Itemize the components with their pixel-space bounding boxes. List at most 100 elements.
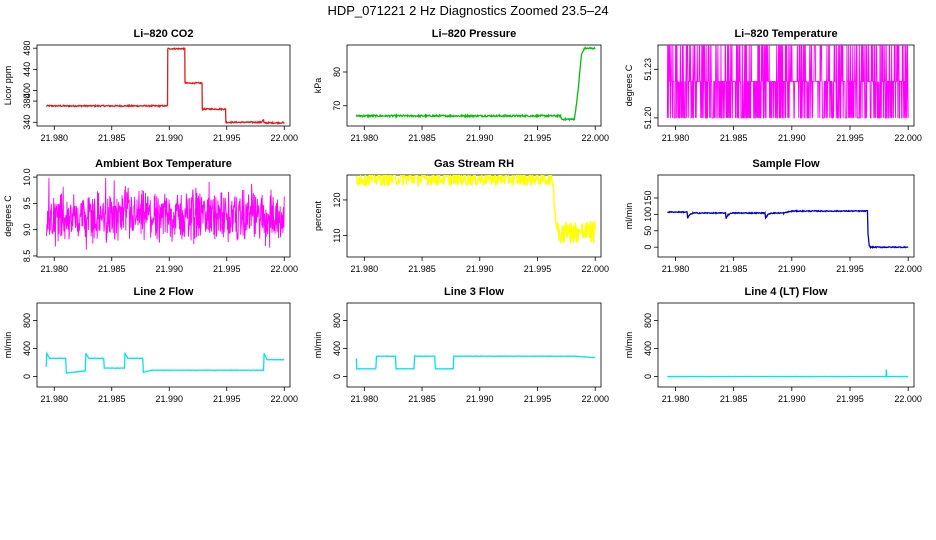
y-axis-label: ml/min (624, 203, 634, 230)
y-tick-label: 400 (22, 83, 32, 98)
x-tick-label: 21.980 (351, 264, 379, 274)
y-tick-label: 9.0 (22, 223, 32, 236)
x-tick-label: 21.985 (98, 133, 126, 143)
x-tick-label: 21.995 (524, 133, 552, 143)
y-axis-label: percent (313, 200, 323, 231)
y-tick-label: 50 (643, 226, 653, 236)
y-tick-label: 0 (22, 374, 32, 379)
chart-panel-line-2-flow: Line 2 Flow 21.980 21.985 21.990 21.995 22.00… (3, 286, 298, 404)
plot-frame (346, 302, 602, 388)
y-tick-label: 9.5 (22, 197, 32, 210)
series-line-li-820-temperature (666, 45, 909, 119)
panel-grid: Li–820 CO2 21.980 21.985 21.990 21.995 22.000… (3, 28, 922, 404)
y-tick-label: 150 (643, 190, 653, 205)
chart-title-li-820-temperature: Li–820 Temperature (734, 28, 837, 40)
series-line-ambient-box-temperature (45, 178, 285, 250)
x-tick-label: 21.995 (524, 394, 552, 404)
x-tick-label: 21.990 (778, 133, 806, 143)
series-line-line-2-flow (45, 351, 285, 374)
y-tick-label: 440 (22, 62, 32, 77)
chart-panel-li-820-temperature: Li–820 Temperature 21.980 21.985 21.990 21.9… (624, 28, 922, 143)
x-tick-label: 21.985 (408, 133, 436, 143)
x-tick-label: 22.000 (894, 133, 922, 143)
y-tick-label: 800 (22, 313, 32, 328)
x-tick-label: 22.000 (270, 394, 298, 404)
y-tick-label: 0 (332, 374, 342, 379)
x-tick-label: 22.000 (270, 264, 298, 274)
x-tick-label: 21.980 (351, 133, 379, 143)
x-tick-label: 21.990 (155, 133, 183, 143)
chart-panel-line-3-flow: Line 3 Flow 21.980 21.985 21.990 21.995 22.00… (313, 286, 609, 404)
chart-title-line-2-flow: Line 2 Flow (134, 286, 194, 298)
x-tick-label: 21.990 (466, 394, 494, 404)
x-tick-label: 21.990 (778, 394, 806, 404)
y-tick-label: 800 (332, 313, 342, 328)
y-tick-label: 0 (643, 374, 653, 379)
plot-frame (657, 302, 915, 388)
x-tick-label: 21.985 (98, 394, 126, 404)
y-tick-label: 51.20 (643, 107, 653, 130)
y-tick-label: 380 (22, 94, 32, 109)
plot-frame (36, 302, 291, 388)
x-tick-label: 21.980 (40, 394, 68, 404)
plot-frame (36, 174, 291, 258)
x-tick-label: 21.990 (466, 133, 494, 143)
x-tick-label: 21.995 (213, 394, 241, 404)
y-axis-label: ml/min (3, 332, 13, 359)
x-tick-label: 21.990 (778, 264, 806, 274)
figure-title: HDP_071221 2 Hz Diagnostics Zoomed 23.5–… (327, 3, 608, 18)
chart-panel-gas-stream-rh: Gas Stream RH 21.980 21.985 21.990 21.995 22.… (313, 158, 609, 274)
y-tick-label: 100 (643, 207, 653, 222)
x-tick-label: 21.990 (466, 264, 494, 274)
y-tick-label: 480 (22, 41, 32, 56)
x-tick-label: 22.000 (581, 133, 609, 143)
plot-frame (346, 174, 602, 258)
chart-title-sample-flow: Sample Flow (752, 158, 820, 170)
y-tick-label: 800 (643, 313, 653, 328)
y-axis-label: degrees C (624, 64, 634, 106)
x-tick-label: 21.980 (662, 394, 690, 404)
x-tick-label: 21.980 (40, 133, 68, 143)
y-tick-label: 80 (332, 67, 342, 77)
plot-frame (346, 44, 602, 127)
x-tick-label: 22.000 (894, 394, 922, 404)
series-line-line-4-lt-flow (667, 369, 909, 378)
x-tick-label: 22.000 (581, 264, 609, 274)
y-tick-label: 400 (332, 341, 342, 356)
x-tick-label: 21.985 (720, 394, 748, 404)
x-tick-label: 21.990 (155, 264, 183, 274)
x-tick-label: 21.995 (836, 394, 864, 404)
series-line-li-820-pressure (355, 46, 596, 122)
x-tick-label: 22.000 (894, 264, 922, 274)
x-tick-label: 21.985 (720, 264, 748, 274)
chart-title-gas-stream-rh: Gas Stream RH (434, 158, 514, 170)
y-tick-label: 8.5 (22, 250, 32, 263)
y-tick-label: 400 (22, 341, 32, 356)
y-tick-label: 400 (643, 341, 653, 356)
x-tick-label: 21.980 (40, 264, 68, 274)
x-tick-label: 21.995 (836, 264, 864, 274)
x-tick-label: 21.980 (662, 264, 690, 274)
x-tick-label: 21.995 (836, 133, 864, 143)
chart-panel-sample-flow: Sample Flow 21.980 21.985 21.990 21.995 22.00… (624, 158, 922, 274)
series-line-line-3-flow (355, 354, 596, 370)
chart-title-line-4-lt-flow: Line 4 (LT) Flow (745, 286, 828, 298)
y-axis-label: ml/min (624, 332, 634, 359)
chart-panel-li-820-co2: Li–820 CO2 21.980 21.985 21.990 21.995 22.000… (3, 28, 298, 143)
y-tick-label: 70 (332, 101, 342, 111)
x-tick-label: 21.995 (524, 264, 552, 274)
y-axis-label: degrees C (3, 195, 13, 237)
plot-frame (657, 174, 915, 258)
y-axis-label: ml/min (313, 332, 323, 359)
chart-title-li-820-co2: Li–820 CO2 (134, 28, 194, 40)
y-axis-label: kPa (313, 78, 323, 94)
series-line-li-820-co2 (45, 47, 285, 125)
x-tick-label: 21.980 (351, 394, 379, 404)
x-tick-label: 21.990 (155, 394, 183, 404)
chart-title-line-3-flow: Line 3 Flow (444, 286, 504, 298)
series-line-gas-stream-rh (356, 175, 596, 244)
chart-title-ambient-box-temperature: Ambient Box Temperature (95, 158, 232, 170)
y-tick-label: 120 (332, 192, 342, 207)
plot-frame (36, 44, 291, 127)
x-tick-label: 21.980 (662, 133, 690, 143)
